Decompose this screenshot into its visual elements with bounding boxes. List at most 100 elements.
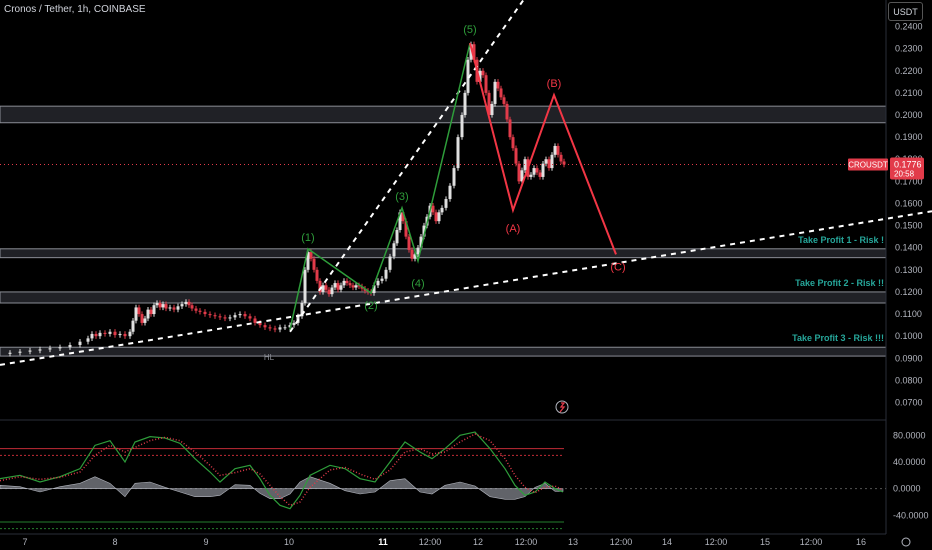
candle-body [514, 148, 518, 164]
candle-body [416, 247, 420, 255]
candle-body [213, 315, 217, 317]
candle-body [98, 332, 102, 337]
candle-body [372, 285, 376, 294]
candle-body [484, 75, 488, 93]
candle-body [376, 280, 380, 286]
candle-body [487, 92, 491, 116]
candle-body [404, 221, 408, 237]
price-tick-label-7: 0.1700 [895, 176, 923, 186]
candle-body [8, 352, 12, 354]
candle-body [490, 103, 494, 116]
candle-body [508, 119, 512, 138]
candle-body [152, 305, 156, 315]
candle-body [292, 322, 296, 326]
symbol-title: Cronos / Tether, 1h, COINBASE [4, 4, 146, 15]
candle-body [300, 302, 304, 317]
time-tick-label-3: 10 [284, 537, 294, 547]
candle-body [228, 317, 232, 319]
candle-body [58, 347, 62, 349]
candle-body [146, 309, 150, 319]
candle-body [268, 327, 272, 329]
candle-body [547, 159, 551, 169]
zone-1 [0, 105, 887, 124]
candle-body [203, 311, 207, 315]
candle-body [123, 333, 127, 337]
zone-4 [0, 346, 887, 357]
lower-trend-line [0, 210, 932, 366]
countdown-value: 20:58 [894, 170, 915, 179]
candle-body [187, 301, 191, 306]
candle-body [155, 302, 159, 306]
candle-body [463, 92, 467, 116]
take-profit-label-3: Take Profit 3 - Risk !!! [792, 333, 884, 343]
candle-body [502, 97, 506, 104]
candle-body [315, 269, 319, 281]
candle-body [137, 307, 141, 315]
candle-body [164, 304, 168, 309]
candle-body [342, 280, 346, 286]
candle-body [208, 314, 212, 316]
price-tick-label-13: 0.1100 [895, 309, 922, 319]
candle-body [223, 317, 227, 319]
price-tick-label-11: 0.1300 [895, 265, 923, 275]
candle-body [158, 302, 162, 308]
candle-body [263, 325, 267, 328]
candle-body [559, 154, 563, 162]
candle-body [434, 212, 438, 222]
candle-body [28, 350, 32, 352]
candle-body [168, 307, 172, 309]
candle-body [176, 306, 180, 310]
zone-3 [0, 291, 887, 304]
candle-body [48, 348, 52, 350]
candle-body [149, 309, 153, 315]
candle-body [339, 285, 343, 290]
price-tick-label-5: 0.1900 [895, 132, 923, 142]
candle-body [511, 137, 515, 149]
candle-body [248, 316, 252, 319]
price-tick-label-9: 0.1500 [895, 221, 923, 231]
wave-label-7: (B) [547, 78, 562, 90]
time-tick-label-7: 12:00 [515, 537, 538, 547]
oscillator-axis[interactable]: 80.0000 40.0000 0.0000 -40.0000 [893, 430, 929, 520]
candle-body [351, 285, 355, 288]
elliott-waves: (1) (2) (3) (4) (5) (A) (B) (C) [289, 24, 626, 330]
candle-body [481, 70, 485, 76]
candle-body [172, 307, 176, 310]
candle-body [556, 145, 560, 155]
candle-body [198, 310, 202, 312]
time-tick-label-2: 9 [203, 537, 208, 547]
candle-body [243, 314, 247, 317]
corrective-wave-line [469, 42, 617, 255]
price-tick-label-10: 0.1400 [895, 243, 923, 253]
candle-body [440, 207, 444, 213]
candle-body [113, 331, 117, 336]
candle-body [496, 81, 500, 89]
price-tick-label-14: 0.1000 [895, 331, 923, 341]
wave-label-4: (4) [411, 278, 424, 290]
candle-body [388, 256, 392, 270]
alert-icon [555, 400, 569, 414]
currency-selector[interactable]: USDT [888, 2, 923, 21]
impulse-wave-line [289, 42, 471, 330]
candle-body [321, 285, 325, 292]
wave-label-6: (A) [506, 223, 521, 235]
candle-body [529, 174, 533, 177]
candle-body [472, 44, 476, 60]
time-tick-label-11: 12:00 [705, 537, 728, 547]
candle-body [493, 81, 497, 104]
osc-tick-label-2: 0.0000 [893, 484, 921, 494]
oscillator-panel [0, 431, 886, 530]
candle-body [444, 199, 448, 208]
wave-label-8: (C) [610, 261, 625, 273]
time-axis[interactable]: 7 8 9 10 11 12:00 12 12:00 13 12:00 14 12:00 15 12:00… [0, 533, 911, 547]
candle-body [68, 345, 72, 348]
price-tick-label-2: 0.2200 [895, 66, 923, 76]
candle-body [218, 316, 222, 318]
candle-body [233, 315, 237, 318]
candle-body [128, 331, 132, 337]
candle-body [553, 145, 557, 155]
wave-label-3: (3) [395, 191, 408, 203]
time-tick-label-0: 7 [22, 537, 27, 547]
